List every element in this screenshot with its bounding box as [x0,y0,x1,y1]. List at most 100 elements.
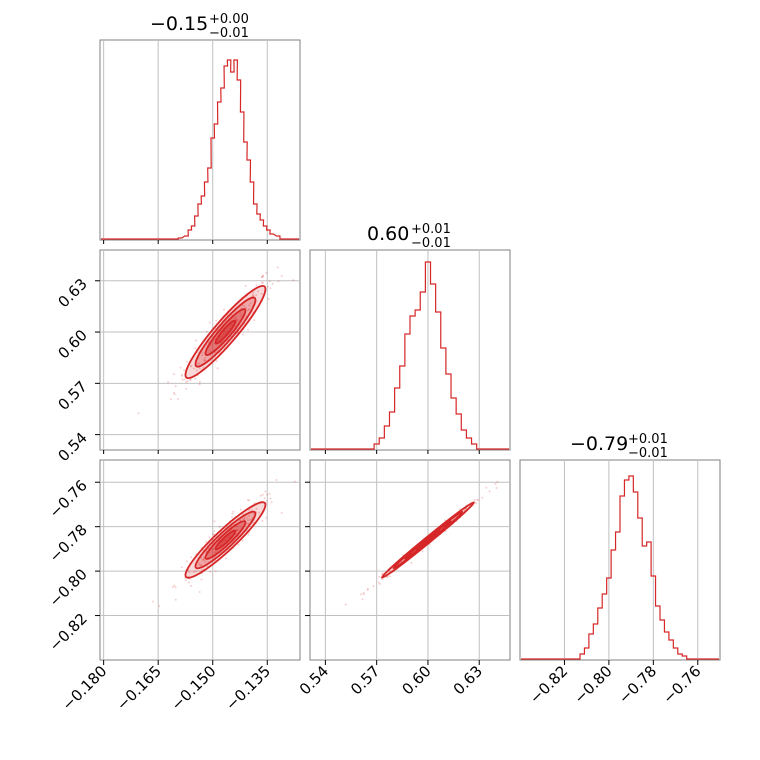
xtick-label-0-2: −0.150 [168,662,220,714]
scatter-point-2-0 [264,490,267,493]
scatter-point-1-0 [262,274,265,277]
title-param-0-value: −0.15 [150,13,208,35]
scatter-point-1-0 [186,360,188,363]
scatter-point-2-0 [246,522,249,525]
scatter-point-1-0 [185,381,188,384]
scatter-point-2-0 [247,519,250,522]
scatter-point-1-0 [276,266,279,269]
scatter-point-2-0 [247,514,250,517]
scatter-point-1-0 [261,281,264,284]
scatter-point-2-0 [250,508,253,511]
scatter-point-2-1 [477,499,480,501]
scatter-point-1-0 [267,285,270,288]
scatter-point-2-0 [255,507,258,510]
scatter-point-1-0 [186,380,189,383]
scatter-point-2-0 [293,480,296,483]
xtick-label-2-3: −0.76 [659,662,704,707]
scatter-point-2-0 [192,571,195,574]
scatter-point-1-0 [229,319,232,322]
histogram-param-2 [521,475,719,660]
scatter-point-2-0 [232,510,235,513]
ytick-label-2-0: −0.82 [46,610,91,655]
scatter-point-2-0 [247,533,250,536]
scatter-point-1-0 [203,358,206,361]
chart-marks: −0.180 −0.165 −0.150 −0.135 0.54 0.57 0.60 0.63… [46,40,719,714]
scatter-point-1-0 [277,280,280,283]
scatter-point-1-0 [204,356,207,359]
title-param-1: 0.60 +0.01 −0.01 [367,222,451,251]
xtick-label-0-0: −0.180 [58,662,110,714]
title-param-2-plus: +0.01 [628,432,668,447]
scatter-point-2-0 [236,528,239,531]
scatter-point-2-0 [239,519,242,522]
scatter-point-2-1 [366,588,369,591]
scatter-point-1-0 [209,350,212,353]
scatter-point-1-0 [271,282,274,285]
scatter-point-1-0 [181,374,183,377]
scatter-point-1-0 [234,316,237,319]
scatter-point-2-1 [421,550,424,553]
scatter-point-2-0 [204,551,207,553]
scatter-point-1-0 [252,294,255,297]
scatter-point-2-0 [231,516,234,519]
scatter-point-2-0 [173,584,176,587]
scatter-point-1-0 [269,287,272,290]
scatter-point-2-0 [174,586,177,589]
scatter-point-1-0 [203,359,206,362]
scatter-point-1-0 [216,367,219,370]
scatter-point-1-0 [192,367,195,370]
scatter-point-2-0 [214,570,217,573]
panel-2d-2-0 [99,459,301,661]
title-param-2-minus: −0.01 [628,446,668,461]
scatter-point-1-0 [202,366,205,369]
xtick-label-1-1: 0.57 [347,662,383,698]
scatter-point-2-1 [379,582,381,585]
scatter-point-2-0 [266,493,269,496]
scatter-point-2-0 [202,559,205,562]
scatter-point-2-0 [200,578,203,581]
scatter-point-2-1 [344,603,347,606]
scatter-point-2-0 [152,600,155,603]
panel-hist-1 [309,249,511,451]
xtick-label-1-2: 0.60 [398,662,434,698]
scatter-point-1-0 [262,274,265,277]
scatter-point-2-0 [205,540,207,543]
scatter-point-1-0 [210,344,212,347]
scatter-point-2-1 [361,598,364,601]
scatter-point-2-0 [213,520,216,523]
xtick-label-0-1: −0.165 [113,662,165,714]
scatter-point-1-0 [137,412,140,415]
scatter-point-2-1 [366,587,369,590]
ytick-label-1-0: 0.54 [54,429,90,465]
title-param-0-minus: −0.01 [209,26,249,41]
scatter-point-1-0 [251,293,254,296]
panel-hist-0 [99,39,301,241]
scatter-point-1-0 [172,373,175,376]
scatter-point-2-0 [237,543,240,546]
scatter-point-1-0 [252,291,255,294]
scatter-point-1-0 [240,307,243,310]
scatter-point-1-0 [203,359,206,362]
scatter-point-2-0 [188,571,191,574]
scatter-point-2-0 [171,585,174,588]
scatter-point-1-0 [253,319,256,322]
histogram-param-0 [101,59,299,240]
scatter-point-1-0 [261,281,263,284]
xtick-label-1-3: 0.63 [450,662,486,698]
scatter-point-1-0 [201,351,204,354]
scatter-point-2-0 [242,518,245,521]
scatter-point-1-0 [215,360,218,362]
scatter-point-1-0 [189,365,192,368]
scatter-point-1-0 [241,304,244,307]
scatter-point-2-0 [239,519,242,522]
scatter-point-2-0 [265,516,268,519]
scatter-point-1-0 [195,369,198,372]
title-param-0: −0.15 +0.00 −0.01 [150,12,249,41]
scatter-point-1-0 [190,364,193,367]
scatter-point-2-1 [363,593,365,596]
scatter-point-2-0 [241,539,244,542]
scatter-point-1-0 [198,380,201,383]
contour-2-0-level-3 [214,529,237,551]
scatter-point-1-0 [257,290,259,293]
